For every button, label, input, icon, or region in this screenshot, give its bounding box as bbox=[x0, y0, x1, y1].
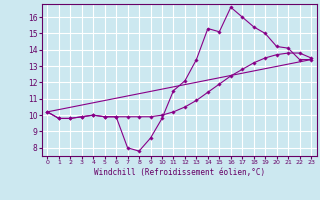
X-axis label: Windchill (Refroidissement éolien,°C): Windchill (Refroidissement éolien,°C) bbox=[94, 168, 265, 177]
